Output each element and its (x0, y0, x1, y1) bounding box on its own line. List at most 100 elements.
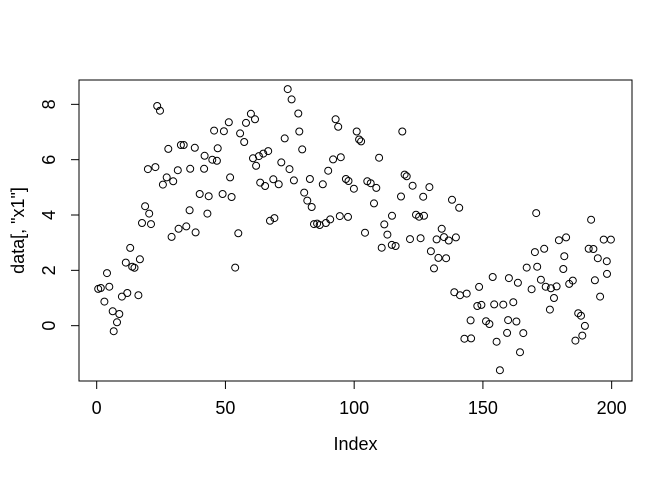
data-point (430, 264, 438, 273)
data-point (571, 336, 580, 345)
data-point (606, 235, 615, 244)
data-point (387, 240, 396, 249)
data-point (218, 190, 227, 198)
y-tick-label: 8 (39, 99, 59, 109)
data-point (167, 232, 176, 241)
data-point (254, 152, 263, 161)
data-point (130, 263, 139, 272)
data-point (169, 177, 178, 186)
data-point (527, 285, 536, 294)
data-point (559, 265, 568, 273)
data-point (590, 276, 599, 285)
data-point (126, 243, 135, 252)
data-point (587, 215, 596, 224)
data-point (212, 156, 221, 165)
data-point (173, 166, 182, 175)
data-point (477, 300, 486, 309)
data-point (105, 282, 114, 291)
data-point (156, 106, 164, 115)
data-point (134, 291, 143, 300)
data-point (334, 122, 343, 131)
data-point (259, 149, 268, 158)
data-point (289, 176, 298, 185)
data-point (303, 196, 312, 205)
data-point (349, 184, 358, 193)
data-point (138, 219, 146, 227)
data-point (580, 321, 589, 330)
data-point (153, 102, 162, 110)
data-point (261, 182, 270, 190)
data-point (162, 173, 171, 182)
data-point (408, 181, 417, 190)
data-point (361, 228, 369, 237)
data-point (425, 183, 434, 192)
data-point (532, 209, 541, 218)
data-point (329, 155, 338, 164)
x-tick-label: 100 (339, 398, 369, 418)
data-point (236, 129, 245, 138)
data-point (210, 126, 219, 135)
data-point (434, 253, 443, 262)
data-point (141, 202, 150, 211)
data-point (488, 273, 497, 281)
y-tick-label: 2 (39, 265, 59, 275)
data-point (383, 230, 392, 239)
data-point (462, 289, 471, 298)
data-point (96, 284, 105, 292)
data-point (550, 294, 558, 302)
data-point (541, 282, 550, 291)
data-point (226, 173, 235, 182)
data-point (377, 243, 386, 252)
data-point (593, 254, 602, 263)
data-point (190, 143, 199, 152)
data-point (584, 244, 593, 253)
data-point (370, 199, 378, 208)
y-tick-label: 6 (39, 155, 59, 165)
data-point (503, 328, 512, 337)
data-point (113, 318, 121, 327)
data-point (109, 327, 118, 336)
data-point (442, 254, 451, 263)
x-axis: 0 50 100 150 200 (92, 381, 627, 418)
y-axis: 0 2 4 6 8 (39, 99, 79, 331)
data-point (251, 115, 259, 124)
data-point (420, 211, 428, 220)
data-point (285, 165, 294, 174)
data-point (467, 334, 476, 343)
data-point (246, 109, 255, 118)
data-point (123, 289, 132, 297)
data-point (466, 316, 475, 325)
data-point (135, 255, 144, 264)
data-point (208, 155, 217, 164)
x-tick-label: 150 (468, 398, 498, 418)
data-point (530, 248, 539, 257)
data-point (495, 366, 504, 375)
data-point (191, 228, 200, 237)
data-point (473, 302, 482, 310)
data-point (324, 166, 333, 175)
data-point (419, 192, 428, 201)
data-point (536, 275, 545, 284)
data-point (574, 309, 583, 318)
data-point (352, 127, 361, 136)
data-point (185, 206, 194, 215)
data-point (357, 137, 366, 146)
data-point (509, 298, 518, 307)
data-point (326, 215, 335, 224)
data-point (200, 151, 209, 160)
data-point (336, 153, 345, 162)
data-point (219, 127, 228, 136)
data-point (546, 284, 555, 293)
data-point (577, 311, 585, 320)
data-point (143, 165, 152, 174)
data-point (234, 229, 243, 238)
data-point (269, 175, 278, 184)
data-point (516, 348, 524, 357)
data-point (115, 310, 124, 318)
data-point (554, 236, 563, 245)
data-point (294, 109, 303, 118)
y-tick-label: 0 (39, 321, 59, 331)
data-point (455, 203, 464, 212)
data-point (444, 236, 453, 245)
data-point (274, 180, 283, 189)
